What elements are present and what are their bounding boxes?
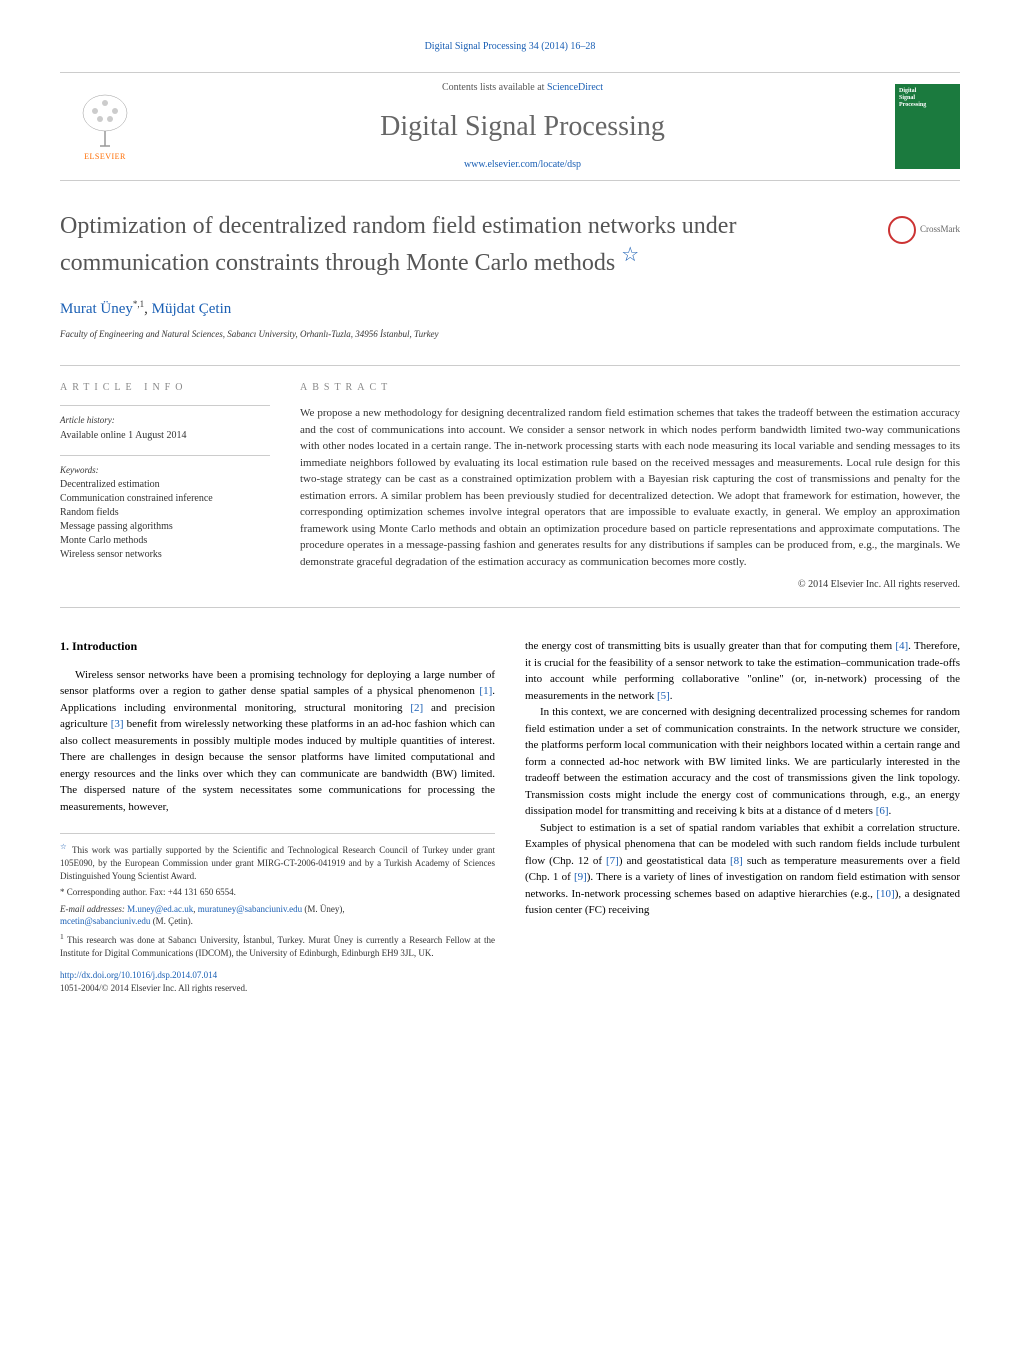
doi-url[interactable]: http://dx.doi.org/10.1016/j.dsp.2014.07.… [60, 970, 217, 980]
abstract-column: ABSTRACT We propose a new methodology fo… [300, 381, 960, 592]
abstract-text: We propose a new methodology for designi… [300, 405, 960, 570]
article-info-column: ARTICLE INFO Article history: Available … [60, 381, 270, 592]
abstract-copyright: © 2014 Elsevier Inc. All rights reserved… [300, 578, 960, 592]
header-bar: ELSEVIER Contents lists available at Sci… [60, 72, 960, 181]
journal-url[interactable]: www.elsevier.com/locate/dsp [150, 158, 895, 172]
contents-prefix: Contents lists available at [442, 82, 547, 93]
authors-line: Murat Üney*,1, Müjdat Çetin [60, 298, 960, 320]
title-footnote-star: ☆ [621, 244, 639, 266]
intro-para-1: Wireless sensor networks have been a pro… [60, 667, 495, 816]
keyword-1: Decentralized estimation [60, 478, 270, 492]
article-history-block: Article history: Available online 1 Augu… [60, 405, 270, 443]
elsevier-tree-icon [70, 91, 140, 151]
email-label: E-mail addresses: [60, 904, 125, 914]
ref-3[interactable]: [3] [111, 718, 124, 730]
author-2[interactable]: Müjdat Çetin [152, 301, 232, 317]
title-line-2: communication constraints through Monte … [60, 250, 615, 276]
left-column: 1. Introduction Wireless sensor networks… [60, 638, 495, 994]
p2c: . [670, 690, 673, 702]
crossmark-icon [888, 216, 916, 244]
keyword-4: Message passing algorithms [60, 520, 270, 534]
keywords-heading: Keywords: [60, 464, 270, 477]
footnote-1-text: This research was done at Sabancı Univer… [60, 935, 495, 958]
footnotes-block: ☆ This work was partially supported by t… [60, 833, 495, 994]
title-line-1: Optimization of decentralized random fie… [60, 213, 736, 239]
p1d: benefit from wirelessly networking these… [60, 718, 495, 813]
ref-4[interactable]: [4] [895, 640, 908, 652]
footnote-star: ☆ This work was partially supported by t… [60, 842, 495, 882]
journal-reference: Digital Signal Processing 34 (2014) 16–2… [60, 40, 960, 54]
email-1[interactable]: M.uney@ed.ac.uk [127, 904, 193, 914]
article-title: Optimization of decentralized random fie… [60, 211, 960, 279]
ref-8[interactable]: [8] [730, 855, 743, 867]
keyword-6: Wireless sensor networks [60, 548, 270, 562]
header-center: Contents lists available at ScienceDirec… [150, 81, 895, 172]
crossmark-badge[interactable]: CrossMark [888, 216, 960, 244]
ref-1[interactable]: [1] [479, 685, 492, 697]
elsevier-label: ELSEVIER [84, 151, 126, 162]
crossmark-label: CrossMark [920, 224, 960, 236]
footnote-corresponding: * Corresponding author. Fax: +44 131 650… [60, 886, 495, 899]
ref-6[interactable]: [6] [876, 805, 889, 817]
bottom-copyright: 1051-2004/© 2014 Elsevier Inc. All right… [60, 982, 495, 995]
contents-available-line: Contents lists available at ScienceDirec… [150, 81, 895, 95]
ref-9[interactable]: [9] [574, 871, 587, 883]
p3a: In this context, we are concerned with d… [525, 706, 960, 817]
journal-cover-thumb: Digital Signal Processing [895, 84, 960, 169]
footnote-corr-text: Corresponding author. Fax: +44 131 650 6… [67, 887, 236, 897]
body-two-column: 1. Introduction Wireless sensor networks… [60, 638, 960, 994]
p4b: ) and geostatistical data [619, 855, 730, 867]
p1a: Wireless sensor networks have been a pro… [60, 669, 495, 698]
journal-name: Digital Signal Processing [150, 107, 895, 146]
abstract-label: ABSTRACT [300, 381, 960, 395]
history-heading: Article history: [60, 414, 270, 427]
history-text: Available online 1 August 2014 [60, 429, 270, 443]
email-3[interactable]: mcetin@sabanciuniv.edu [60, 916, 150, 926]
email-2[interactable]: muratuney@sabanciuniv.edu [198, 904, 302, 914]
keyword-3: Random fields [60, 506, 270, 520]
info-abstract-row: ARTICLE INFO Article history: Available … [60, 365, 960, 608]
ref-2[interactable]: [2] [410, 702, 423, 714]
p2a: the energy cost of transmitting bits is … [525, 640, 895, 652]
author-1-sup: *,1 [133, 299, 144, 309]
ref-5[interactable]: [5] [657, 690, 670, 702]
intro-para-3: In this context, we are concerned with d… [525, 704, 960, 820]
intro-para-4: Subject to estimation is a set of spatia… [525, 820, 960, 919]
keyword-5: Monte Carlo methods [60, 534, 270, 548]
elsevier-logo[interactable]: ELSEVIER [60, 82, 150, 172]
footnote-emails: E-mail addresses: M.uney@ed.ac.uk, murat… [60, 903, 495, 928]
p3b: . [889, 805, 892, 817]
right-column: the energy cost of transmitting bits is … [525, 638, 960, 994]
keyword-2: Communication constrained inference [60, 492, 270, 506]
star-sup: ☆ [60, 842, 68, 851]
email-name1: (M. Üney), [302, 904, 345, 914]
sciencedirect-link[interactable]: ScienceDirect [547, 82, 603, 93]
keywords-block: Keywords: Decentralized estimation Commu… [60, 455, 270, 563]
thumb-line1: Digital [899, 88, 956, 95]
intro-para-2: the energy cost of transmitting bits is … [525, 638, 960, 704]
article-info-label: ARTICLE INFO [60, 381, 270, 395]
thumb-line2: Signal [899, 95, 956, 102]
author-1[interactable]: Murat Üney [60, 301, 133, 317]
email-name2: (M. Çetin). [150, 916, 193, 926]
thumb-line3: Processing [899, 102, 956, 109]
doi-link[interactable]: http://dx.doi.org/10.1016/j.dsp.2014.07.… [60, 969, 495, 982]
ref-7[interactable]: [7] [606, 855, 619, 867]
affiliation: Faculty of Engineering and Natural Scien… [60, 328, 960, 341]
footnote-1: 1 This research was done at Sabancı Univ… [60, 932, 495, 959]
ref-10[interactable]: [10] [876, 888, 894, 900]
intro-heading: 1. Introduction [60, 638, 495, 655]
footnote-star-text: This work was partially supported by the… [60, 845, 495, 880]
